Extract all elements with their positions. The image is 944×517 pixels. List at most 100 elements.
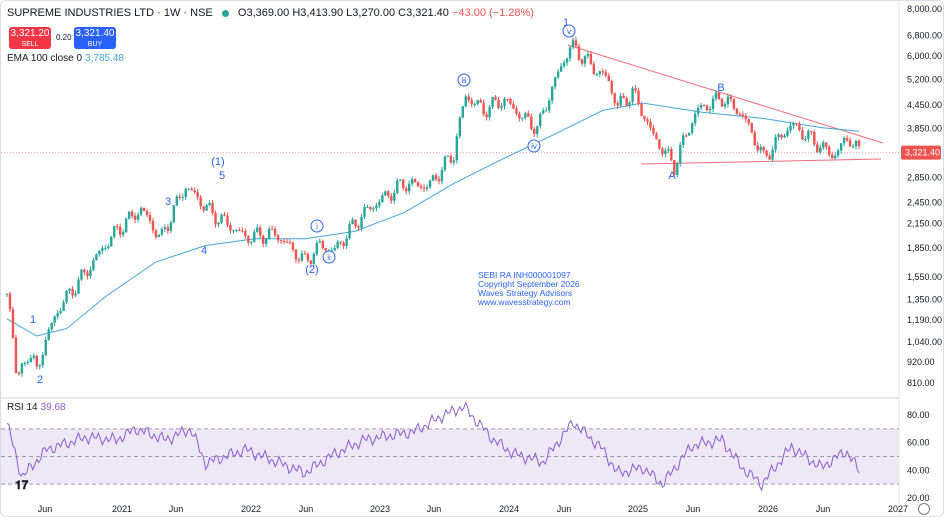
candle-body	[80, 269, 83, 280]
candle-body	[690, 123, 694, 133]
candle-body	[330, 250, 333, 252]
candle-body	[550, 86, 554, 101]
price-tick-label: 1,550.00	[907, 272, 942, 282]
candle-body	[127, 211, 131, 219]
candle-body	[422, 187, 426, 189]
wave-label: ii	[327, 253, 331, 262]
price-tick-label: 6,000.00	[907, 51, 942, 61]
candle-body	[428, 180, 432, 188]
candle-body	[53, 316, 56, 323]
price-tick-label: 1,850.00	[907, 243, 942, 253]
candle-body	[699, 105, 703, 108]
candle-body	[562, 62, 566, 67]
candle-body	[592, 63, 596, 75]
rsi-tick-label: 60.00	[907, 438, 930, 448]
candle-body	[92, 260, 95, 270]
sell-button[interactable]: 3,321.20 SELL	[9, 27, 51, 49]
ema-path	[6, 102, 860, 337]
wave-label: 5	[219, 170, 225, 182]
candle-body	[321, 241, 324, 249]
candle-body	[306, 254, 310, 261]
rsi-tick-label: 80.00	[907, 410, 930, 420]
candle-body	[11, 309, 15, 338]
candle-body	[607, 75, 610, 82]
buy-price: 3,321.40	[75, 28, 115, 39]
candle-body	[574, 40, 578, 47]
candle-body	[536, 126, 539, 134]
time-tick-label: Jun	[169, 504, 184, 514]
candle-body	[267, 228, 271, 239]
gear-icon[interactable]	[918, 503, 930, 515]
candle-body	[226, 215, 229, 225]
candle-body	[476, 100, 479, 104]
symbol-title[interactable]: SUPREME INDUSTRIES LTD · 1W · NSE	[7, 7, 213, 19]
candle-body	[419, 186, 423, 188]
candle-body	[583, 56, 587, 64]
candle-body	[345, 238, 348, 246]
wave-label: v	[567, 27, 571, 36]
candle-body	[384, 191, 387, 196]
ema-label: EMA 100 close 0	[7, 53, 83, 64]
candle-body	[208, 203, 211, 206]
candle-body	[381, 195, 384, 203]
candle-body	[637, 90, 640, 104]
candle-body	[116, 226, 119, 228]
candle-body	[110, 236, 113, 247]
candle-body	[238, 230, 241, 232]
ema-line	[6, 102, 860, 337]
trendline	[567, 44, 884, 144]
price-tick-label: 4,450.00	[907, 100, 942, 110]
trendlines	[1, 44, 899, 165]
candle-body	[29, 357, 33, 363]
candle-body	[71, 288, 74, 296]
candle-body	[253, 231, 256, 242]
rsi-legend[interactable]: RSI 14 39.68	[7, 402, 66, 413]
candle-body	[393, 192, 396, 201]
candle-body	[568, 47, 572, 59]
candle-body	[452, 160, 456, 163]
candle-body	[547, 100, 551, 111]
candle-body	[50, 322, 53, 330]
candle-body	[160, 228, 164, 235]
candle-body	[303, 253, 307, 255]
ema-value: 3,785.48	[85, 53, 124, 64]
buy-button[interactable]: 3,321.40 BUY	[74, 27, 116, 49]
candle-body	[667, 149, 670, 151]
candle-body	[527, 113, 530, 117]
candle-body	[503, 98, 506, 107]
candle-body	[279, 240, 283, 242]
time-tick-label: Jun	[299, 504, 314, 514]
candle-body	[705, 105, 709, 111]
candle-body	[726, 96, 730, 105]
candle-body	[601, 71, 605, 73]
candle-body	[842, 137, 846, 144]
candle-body	[714, 92, 718, 99]
candle-body	[44, 339, 47, 356]
candle-body	[83, 269, 86, 273]
candle-body	[178, 196, 181, 198]
high-value: H3,413.90	[292, 7, 344, 19]
candle-body	[119, 226, 122, 235]
candle-body	[59, 310, 62, 314]
candle-body	[830, 154, 834, 159]
candle-body	[261, 235, 265, 244]
change-value: −43.00 (−1.28%)	[451, 7, 534, 19]
ema-legend[interactable]: EMA 100 close 0 3,785.48	[7, 53, 124, 64]
wave-label: 1	[563, 17, 569, 29]
candle-body	[32, 355, 36, 358]
candle-body	[130, 211, 134, 217]
candle-body	[17, 372, 21, 374]
price-tick-label: 1,350.00	[907, 295, 942, 305]
price-tick-label: 2,450.00	[907, 197, 942, 207]
candle-body	[643, 115, 646, 120]
candle-body	[676, 163, 679, 175]
candle-body	[193, 190, 196, 193]
candle-body	[545, 110, 548, 112]
tradingview-logo-icon[interactable]: 𝟏𝟕	[15, 478, 29, 492]
candle-body	[539, 113, 542, 127]
candle-body	[211, 203, 214, 213]
candle-body	[402, 179, 405, 189]
